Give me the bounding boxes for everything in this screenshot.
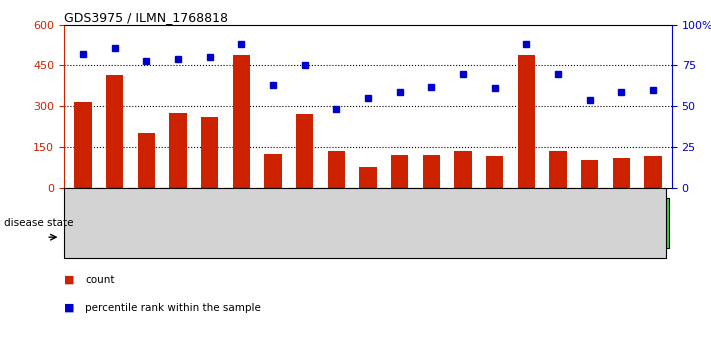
Bar <box>454 151 471 188</box>
Bar <box>264 154 282 188</box>
Text: percentile rank within the sample: percentile rank within the sample <box>85 303 261 313</box>
Bar <box>359 167 377 188</box>
Bar <box>232 55 250 188</box>
Bar <box>296 114 314 188</box>
Text: control: control <box>189 217 230 229</box>
Text: count: count <box>85 275 114 285</box>
Bar <box>422 155 440 188</box>
Bar <box>391 155 408 188</box>
Bar <box>328 151 345 188</box>
Bar <box>106 75 123 188</box>
Bar <box>169 113 187 188</box>
Bar <box>549 151 567 188</box>
Text: endometrioma: endometrioma <box>467 217 554 229</box>
Bar <box>644 156 662 188</box>
Bar <box>518 55 535 188</box>
Bar <box>138 133 155 188</box>
Bar <box>67 198 352 248</box>
Bar <box>352 198 669 248</box>
Text: GDS3975 / ILMN_1768818: GDS3975 / ILMN_1768818 <box>64 11 228 24</box>
Bar <box>613 158 630 188</box>
Bar <box>74 102 92 188</box>
Text: ■: ■ <box>64 303 75 313</box>
Bar <box>201 117 218 188</box>
Text: ■: ■ <box>64 275 75 285</box>
Bar <box>581 160 598 188</box>
Bar <box>486 156 503 188</box>
Text: disease state: disease state <box>4 218 73 228</box>
